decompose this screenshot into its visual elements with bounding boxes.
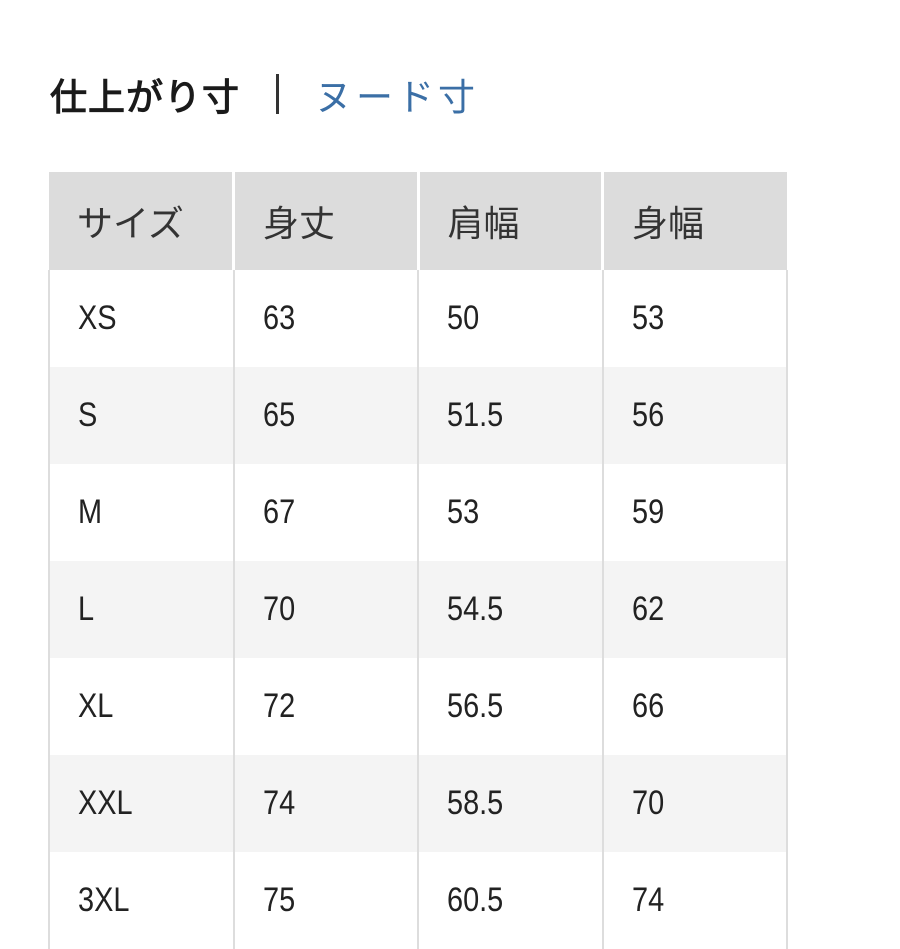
cell-value: XS [78, 299, 117, 337]
cell-size: XS [48, 270, 234, 367]
cell-length: 63 [232, 270, 418, 367]
cell-length: 67 [232, 464, 418, 561]
cell-value: 54.5 [447, 590, 504, 628]
table-header-row: サイズ 身丈 肩幅 身幅 [49, 172, 787, 270]
cell-shoulder-width: 53 [417, 464, 603, 561]
cell-shoulder-width: 56.5 [417, 658, 603, 755]
cell-value: 74 [262, 784, 295, 822]
cell-value: 67 [262, 493, 295, 531]
table-row: M 67 53 59 [48, 464, 788, 561]
cell-length: 74 [232, 755, 418, 852]
cell-value: 3XL [78, 881, 130, 919]
table-row: XS 63 50 53 [48, 270, 788, 367]
cell-value: L [78, 590, 95, 628]
cell-body-width: 59 [601, 464, 788, 561]
cell-value: 60.5 [447, 881, 504, 919]
cell-shoulder-width: 54.5 [417, 561, 603, 658]
cell-shoulder-width: 60.5 [417, 852, 603, 949]
cell-value: 50 [447, 299, 480, 337]
cell-size: XXL [48, 755, 234, 852]
cell-value: 56.5 [447, 687, 504, 725]
cell-body-width: 62 [601, 561, 788, 658]
cell-shoulder-width: 58.5 [417, 755, 603, 852]
cell-length: 72 [232, 658, 418, 755]
cell-body-width: 53 [601, 270, 788, 367]
cell-value: 70 [262, 590, 295, 628]
cell-length: 70 [232, 561, 418, 658]
cell-value: 56 [631, 396, 664, 434]
table-row: S 65 51.5 56 [48, 367, 788, 464]
cell-value: 75 [262, 881, 295, 919]
cell-value: 62 [631, 590, 664, 628]
tab-body-size[interactable]: ヌード寸 [315, 76, 479, 119]
cell-value: 74 [631, 881, 664, 919]
cell-size: L [48, 561, 234, 658]
header-shoulder-width: 肩幅 [416, 172, 603, 270]
tab-finished-size[interactable]: 仕上がり寸 [50, 76, 240, 119]
cell-value: 59 [631, 493, 664, 531]
table-row: 3XL 75 60.5 74 [48, 852, 788, 949]
cell-size: XL [48, 658, 234, 755]
cell-value: 58.5 [447, 784, 504, 822]
header-body-width: 身幅 [601, 172, 787, 270]
cell-value: M [78, 493, 103, 531]
cell-shoulder-width: 51.5 [417, 367, 603, 464]
cell-size: 3XL [48, 852, 234, 949]
cell-value: XL [78, 687, 114, 725]
cell-size: M [48, 464, 234, 561]
header-size: サイズ [49, 172, 234, 270]
table-row: XXL 74 58.5 70 [48, 755, 788, 852]
cell-length: 75 [232, 852, 418, 949]
cell-value: 51.5 [447, 396, 504, 434]
measurement-tabs: 仕上がり寸 ヌード寸 [50, 66, 479, 122]
cell-value: 70 [631, 784, 664, 822]
table-row: XL 72 56.5 66 [48, 658, 788, 755]
cell-value: S [78, 396, 98, 434]
header-length: 身丈 [232, 172, 418, 270]
cell-value: 66 [631, 687, 664, 725]
size-table: サイズ 身丈 肩幅 身幅 XS 63 50 53 S 65 51.5 56 M 67 53 59 L 70… [48, 172, 788, 949]
cell-value: 63 [262, 299, 295, 337]
cell-value: 72 [262, 687, 295, 725]
cell-length: 65 [232, 367, 418, 464]
cell-shoulder-width: 50 [417, 270, 603, 367]
cell-value: 53 [447, 493, 480, 531]
table-row: L 70 54.5 62 [48, 561, 788, 658]
cell-body-width: 56 [601, 367, 788, 464]
cell-body-width: 70 [601, 755, 788, 852]
cell-value: XXL [78, 784, 133, 822]
cell-body-width: 74 [601, 852, 788, 949]
cell-value: 65 [262, 396, 295, 434]
tab-separator [276, 74, 279, 114]
cell-size: S [48, 367, 234, 464]
cell-body-width: 66 [601, 658, 788, 755]
cell-value: 53 [631, 299, 664, 337]
